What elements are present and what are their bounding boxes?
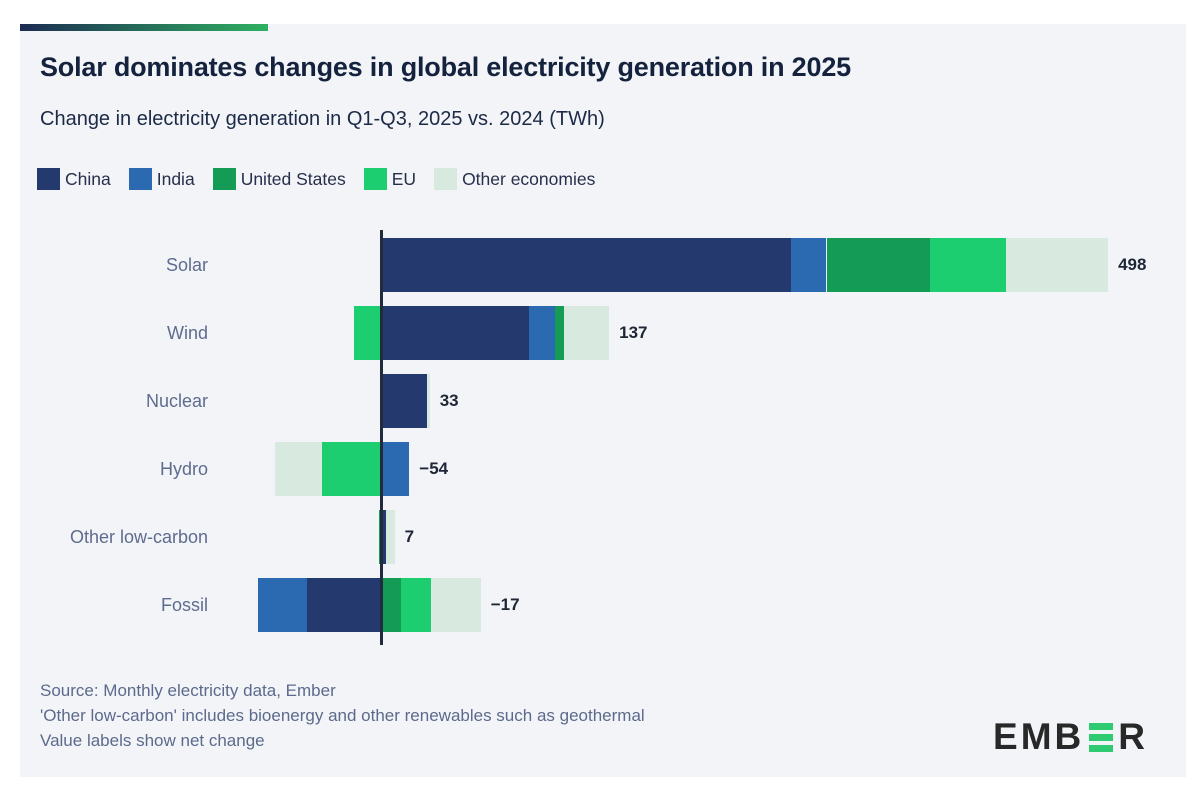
legend-label: Other economies	[462, 168, 596, 189]
bar-segment-solar-china	[381, 238, 792, 292]
legend-swatch-eu	[363, 168, 387, 190]
bar-segment-fossil-other-economies	[431, 578, 481, 632]
legend-item-other-economies: Other economies	[434, 168, 595, 190]
bar-segment-fossil-united-states	[381, 578, 401, 632]
chart-area: Solar 498 Wind 137 Nuclear 33 Hydro −54 Other lo…	[40, 230, 1146, 645]
category-label: Hydro	[159, 459, 208, 479]
chart-subtitle: Change in electricity generation in Q1-Q…	[40, 108, 605, 130]
bar-segment-hydro-other-economies	[275, 442, 322, 496]
category-label: Other low-carbon	[69, 527, 208, 547]
ember-logo: EMB R	[993, 716, 1148, 758]
legend-swatch-other-economies	[434, 168, 458, 190]
chart-row-other-low-carbon: Other low-carbon 7	[40, 503, 1146, 571]
chart-row-hydro: Hydro −54	[40, 435, 1146, 503]
footnote-source: Source: Monthly electricity data, Ember	[40, 681, 336, 700]
ember-logo-e-bars-icon	[1089, 722, 1114, 752]
chart-row-nuclear: Nuclear 33	[40, 367, 1146, 435]
legend-label: India	[156, 168, 195, 189]
net-change-label: 137	[619, 323, 648, 342]
chart-row-wind: Wind 137	[40, 299, 1146, 367]
bar-segment-solar-united-states	[826, 238, 931, 292]
legend-swatch-china	[37, 168, 60, 190]
chart-card: Solar dominates changes in global electr…	[20, 24, 1186, 777]
bar-segment-hydro-eu	[321, 442, 382, 496]
bar-segment-solar-eu	[930, 238, 1006, 292]
chart-title: Solar dominates changes in global electr…	[40, 52, 851, 82]
category-label: Solar	[165, 255, 208, 275]
net-change-label: 498	[1118, 255, 1147, 274]
bar-segment-nuclear-other-economies	[426, 374, 430, 428]
ember-logo-text-emb: EMB	[993, 716, 1085, 757]
footnote-value-note: Value labels show net change	[40, 731, 265, 750]
net-change-label: 7	[404, 527, 415, 546]
legend-item-united-states: United States	[212, 168, 346, 190]
bar-segment-hydro-india	[381, 442, 410, 496]
ember-logo-text-r: R	[1118, 716, 1148, 757]
bar-segment-solar-other-economies	[1005, 238, 1109, 292]
bar-segment-nuclear-china	[381, 374, 427, 428]
bar-segment-wind-china	[381, 306, 529, 360]
zero-axis	[380, 230, 384, 645]
accent-gradient-bar	[20, 24, 268, 31]
row-plot-fossil: −17	[224, 571, 1146, 639]
bar-segment-fossil-eu	[400, 578, 432, 632]
category-label: Fossil	[160, 595, 208, 615]
bar-segment-other-low-carbon-other-economies	[385, 510, 395, 564]
row-plot-nuclear: 33	[224, 367, 1146, 435]
bar-segment-other-low-carbon-china	[381, 510, 386, 564]
row-plot-wind: 137	[224, 299, 1146, 367]
footnote-definition: 'Other low-carbon' includes bioenergy an…	[40, 706, 645, 725]
chart-row-solar: Solar 498	[40, 231, 1146, 299]
row-plot-hydro: −54	[224, 435, 1146, 503]
footnotes: Source: Monthly electricity data, Ember …	[40, 678, 645, 753]
chart-row-fossil: Fossil −17	[40, 571, 1146, 639]
row-plot-other-low-carbon: 7	[224, 503, 1146, 571]
category-label: Wind	[166, 323, 208, 343]
bar-segment-solar-india	[791, 238, 827, 292]
legend-swatch-india	[128, 168, 152, 190]
bar-segment-wind-india	[528, 306, 556, 360]
bar-segment-wind-other-economies	[563, 306, 610, 360]
legend-label: EU	[391, 168, 417, 189]
legend-label: United States	[240, 168, 346, 189]
bar-segment-wind-united-states	[555, 306, 564, 360]
legend: China India United States EU Other economies	[37, 168, 595, 190]
legend-label: China	[65, 168, 111, 189]
net-change-label: 33	[439, 391, 459, 410]
bar-segment-fossil-china	[307, 578, 382, 632]
legend-item-india: India	[128, 168, 195, 190]
legend-item-china: China	[37, 168, 111, 190]
bar-segment-fossil-india	[257, 578, 308, 632]
legend-swatch-united-states	[212, 168, 236, 190]
net-change-label: −17	[490, 595, 520, 614]
net-change-label: −54	[419, 459, 449, 478]
row-plot-solar: 498	[224, 231, 1146, 299]
bar-segment-wind-eu	[353, 306, 382, 360]
category-label: Nuclear	[145, 391, 208, 411]
legend-item-eu: EU	[363, 168, 417, 190]
